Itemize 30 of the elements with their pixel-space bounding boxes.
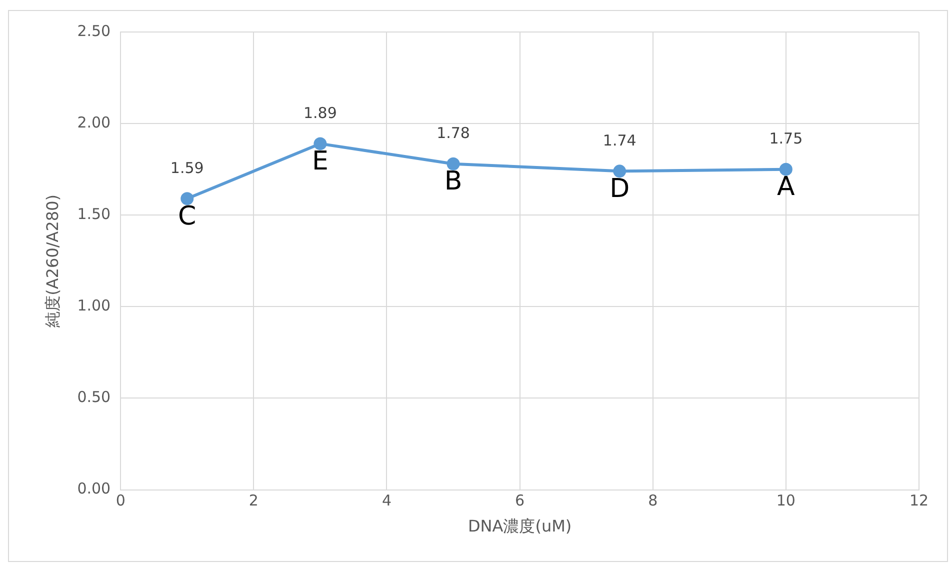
annotation: D <box>610 174 630 204</box>
annotation: B <box>444 166 462 197</box>
point <box>446 157 460 170</box>
y-tick-label: 2.00 <box>77 113 111 132</box>
annotation: A <box>777 172 796 202</box>
y-tick-label: 0.50 <box>77 388 111 406</box>
x-axis-title: DNA濃度(uM) <box>468 516 572 536</box>
point <box>180 192 194 206</box>
annotation: E <box>312 146 328 176</box>
y-tick-label: 1.50 <box>77 205 111 224</box>
y-tick-label: 0.00 <box>77 480 111 498</box>
point <box>779 162 792 176</box>
y-tick-label: 1.00 <box>77 296 111 315</box>
point <box>314 137 327 150</box>
x-tick-label: 10 <box>776 492 796 510</box>
data-label: 1.75 <box>769 130 803 148</box>
annotation: C <box>178 201 196 232</box>
x-tick-label: 2 <box>248 492 258 510</box>
point <box>613 164 626 178</box>
x-tick-label: 8 <box>648 492 658 510</box>
y-tick-label: 2.50 <box>77 22 111 40</box>
x-tick-label: 0 <box>116 492 126 510</box>
data-label: 1.78 <box>436 124 470 142</box>
y-axis-title: 純度(A260/A280) <box>42 194 62 328</box>
data-label: 1.59 <box>170 159 204 178</box>
data-label: 1.89 <box>303 104 337 122</box>
x-tick-label: 4 <box>382 492 392 510</box>
data-label: 1.74 <box>602 132 636 150</box>
x-tick-label: 12 <box>909 492 929 510</box>
x-tick-label: 6 <box>515 492 525 510</box>
